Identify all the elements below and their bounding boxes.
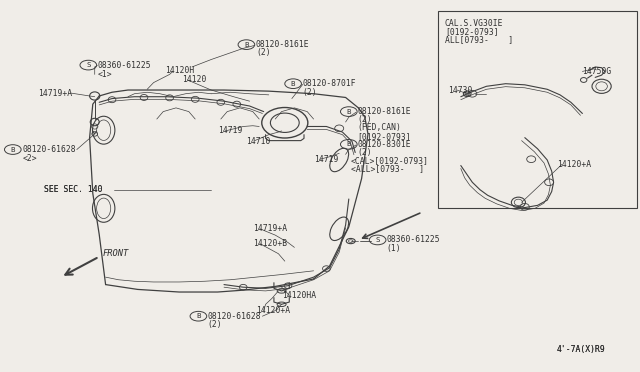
Text: (2): (2) (256, 48, 271, 57)
Text: <2>: <2> (22, 154, 37, 163)
Text: 14719: 14719 (218, 126, 242, 135)
Text: 08120-8701F: 08120-8701F (302, 79, 356, 88)
Text: (2): (2) (302, 88, 317, 97)
Text: SEE SEC. 140: SEE SEC. 140 (44, 185, 102, 194)
Text: (FED,CAN): (FED,CAN) (357, 124, 401, 132)
Text: 14120+A: 14120+A (256, 306, 290, 315)
Text: 14710: 14710 (246, 137, 271, 146)
Text: (2): (2) (357, 115, 372, 124)
Text: S: S (375, 237, 380, 243)
Text: (1): (1) (387, 244, 401, 253)
Text: 14719+A: 14719+A (38, 89, 72, 97)
Text: 08120-8301E: 08120-8301E (357, 140, 411, 149)
Text: 08360-61225: 08360-61225 (97, 61, 151, 70)
Text: 08120-61628: 08120-61628 (207, 312, 261, 321)
Text: 08120-8161E: 08120-8161E (357, 107, 411, 116)
Text: <ALL>[0793-   ]: <ALL>[0793- ] (351, 164, 424, 173)
Text: FRONT: FRONT (102, 249, 129, 258)
Text: (2): (2) (357, 148, 372, 157)
Text: <CAL>[0192-0793]: <CAL>[0192-0793] (351, 156, 429, 165)
Text: 14750G: 14750G (582, 67, 612, 76)
Text: S: S (86, 62, 91, 68)
Text: B: B (346, 141, 351, 147)
Text: 14120HA: 14120HA (282, 291, 316, 300)
Text: 14120: 14120 (182, 76, 207, 84)
Text: CAL.S.VG30IE: CAL.S.VG30IE (445, 19, 503, 28)
Text: 14719+A: 14719+A (253, 224, 287, 233)
Text: <1>: <1> (97, 70, 112, 79)
Text: B: B (346, 109, 351, 115)
Text: 08360-61225: 08360-61225 (387, 235, 440, 244)
Text: [0192-0793]: [0192-0793] (445, 27, 499, 36)
Text: 08120-8161E: 08120-8161E (256, 40, 310, 49)
Text: 4'-7A(X)R9: 4'-7A(X)R9 (557, 345, 605, 354)
Text: B: B (196, 313, 201, 319)
Text: B: B (10, 147, 15, 153)
Text: 14120+A: 14120+A (557, 160, 591, 169)
Text: 14719: 14719 (314, 155, 338, 164)
Text: 4'-7A(X)R9: 4'-7A(X)R9 (557, 345, 605, 354)
Text: [0192-0793]: [0192-0793] (357, 132, 411, 141)
Text: 14120+B: 14120+B (253, 239, 287, 248)
Text: 08120-61628: 08120-61628 (22, 145, 76, 154)
Text: 14730: 14730 (448, 86, 472, 94)
Text: 14120H: 14120H (165, 66, 195, 75)
Text: ALL[0793-    ]: ALL[0793- ] (445, 35, 513, 44)
Text: SEE SEC. 140: SEE SEC. 140 (44, 185, 102, 194)
Bar (438, 11, 637, 208)
Text: (2): (2) (207, 320, 222, 329)
Text: B: B (244, 42, 249, 48)
Text: B: B (291, 81, 296, 87)
